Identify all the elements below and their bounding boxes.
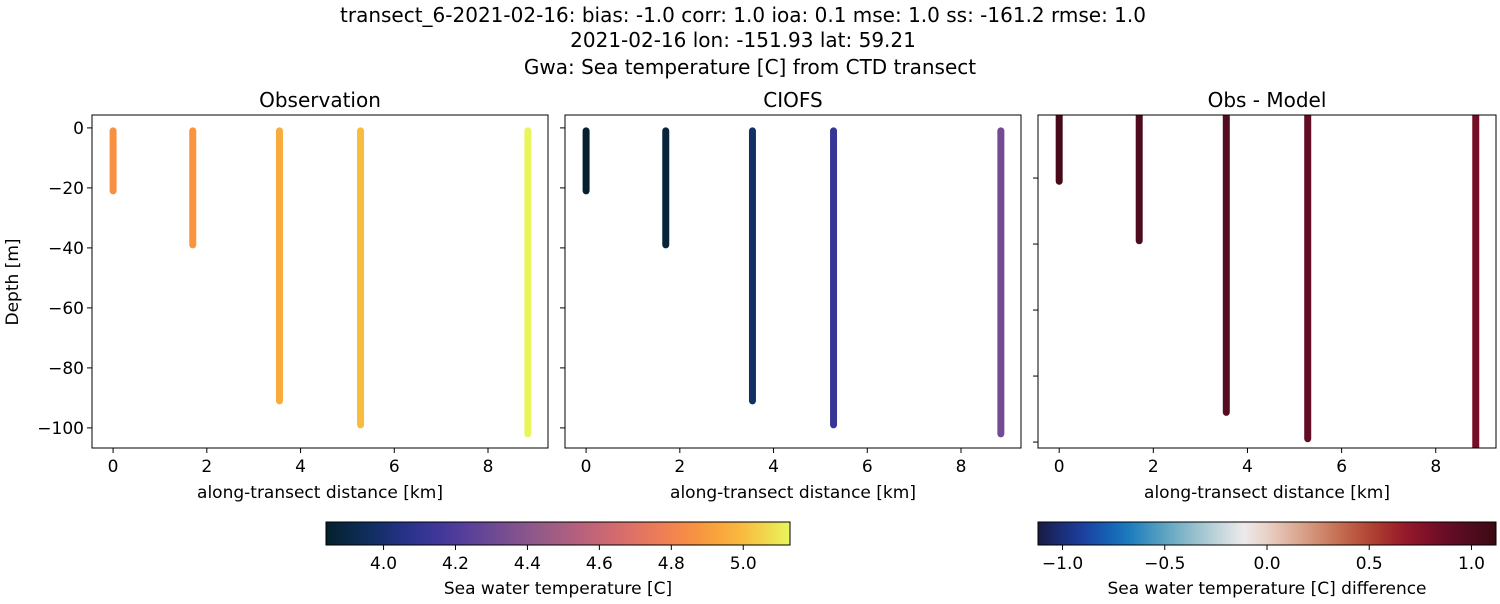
- axes-frame: [564, 114, 1022, 449]
- y-tick-label: −100: [37, 419, 84, 439]
- x-tick-label: 8: [956, 457, 967, 477]
- x-tick-label: 6: [389, 457, 400, 477]
- colorbar-tick-label: 4.6: [586, 554, 613, 574]
- axes-frame: [91, 114, 549, 449]
- y-tick-label: 0: [73, 119, 84, 139]
- x-axis-label: along-transect distance [km]: [670, 483, 916, 503]
- x-tick-label: 6: [1336, 457, 1347, 477]
- y-tick-label: −40: [48, 239, 84, 259]
- y-tick-label: −60: [48, 299, 84, 319]
- colorbar-tick-label: 5.0: [730, 554, 757, 574]
- colorbar-tick-label: 4.0: [370, 554, 397, 574]
- title-line-1: transect_6-2021-02-16: bias: -1.0 corr: …: [340, 3, 1146, 27]
- x-tick-label: 4: [768, 457, 779, 477]
- axes-frame: [1037, 114, 1497, 449]
- x-tick-label: 6: [862, 457, 873, 477]
- colorbar-label: Sea water temperature [C]: [444, 579, 672, 599]
- colorbar-tick-label: 4.2: [442, 554, 469, 574]
- x-axis-label: along-transect distance [km]: [1144, 483, 1390, 503]
- y-tick-label: −20: [48, 179, 84, 199]
- x-axis-label: along-transect distance [km]: [197, 483, 443, 503]
- colorbar-0: [325, 521, 791, 546]
- x-tick-label: 8: [483, 457, 494, 477]
- title-line-2: 2021-02-16 lon: -151.93 lat: 59.21: [570, 28, 916, 52]
- x-tick-label: 0: [1054, 457, 1065, 477]
- colorbar-tick-label: −1.0: [1042, 554, 1083, 574]
- x-tick-label: 4: [1242, 457, 1253, 477]
- x-tick-label: 2: [1148, 457, 1159, 477]
- colorbar-tick-label: −0.5: [1144, 554, 1185, 574]
- colorbar-tick-label: 4.4: [514, 554, 541, 574]
- colorbar-tick-label: 0.0: [1253, 554, 1280, 574]
- x-tick-label: 8: [1430, 457, 1441, 477]
- panel-title: Obs - Model: [1208, 88, 1327, 112]
- x-tick-label: 2: [674, 457, 685, 477]
- panel-0-marks: [109, 127, 532, 438]
- x-tick-label: 0: [108, 457, 119, 477]
- panel-title: CIOFS: [763, 88, 822, 112]
- panel-1-marks: [582, 127, 1005, 438]
- x-tick-label: 0: [581, 457, 592, 477]
- colorbar-tick-label: 0.5: [1356, 554, 1383, 574]
- colorbar-label: Sea water temperature [C] difference: [1107, 579, 1426, 599]
- colorbar-tick-label: 4.8: [658, 554, 685, 574]
- panel-2-marks: [1055, 115, 1480, 448]
- x-tick-label: 2: [201, 457, 212, 477]
- colorbar-tick-label: 1.0: [1458, 554, 1485, 574]
- colorbar-1: [1037, 521, 1497, 546]
- x-tick-label: 4: [295, 457, 306, 477]
- y-tick-label: −80: [48, 359, 84, 379]
- panel-title: Observation: [259, 88, 381, 112]
- title-line-3: Gwa: Sea temperature [C] from CTD transe…: [524, 55, 976, 79]
- y-axis-label: Depth [m]: [3, 238, 23, 325]
